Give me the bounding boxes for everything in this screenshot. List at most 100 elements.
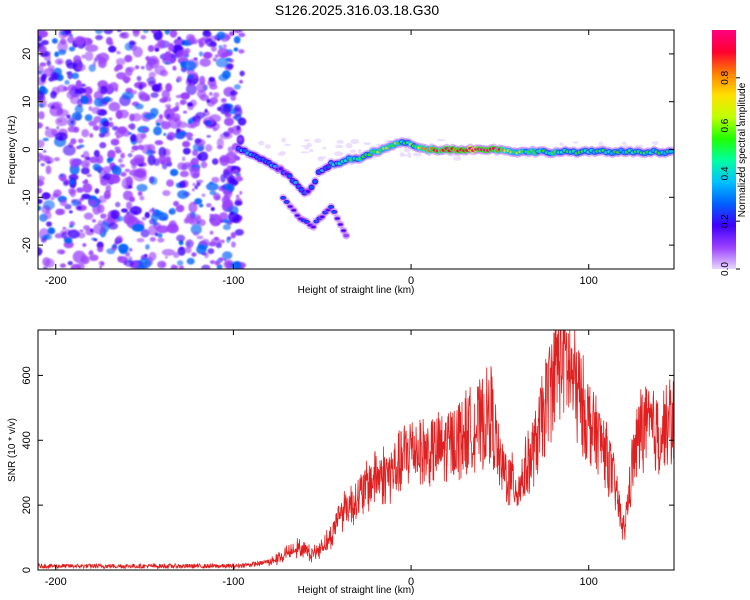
noise-blob: [201, 264, 211, 269]
noise-blob: [193, 231, 199, 236]
noise-blob: [231, 241, 236, 248]
noise-blob: [70, 138, 77, 145]
noise-blob: [192, 38, 198, 45]
noise-blob: [153, 126, 162, 136]
noise-blob: [148, 71, 156, 79]
noise-blob: [167, 42, 175, 52]
noise-blob: [102, 120, 110, 127]
noise-blob: [213, 92, 220, 99]
noise-blob: [134, 103, 144, 110]
secondary-ridge-core: [338, 223, 343, 226]
noise-blob: [91, 106, 101, 114]
main-ridge-core: [326, 165, 331, 169]
noise-blob: [210, 207, 215, 212]
noise-blob: [238, 32, 246, 38]
noise-blob: [194, 138, 202, 144]
noise-blob: [93, 149, 100, 158]
noise-blob: [192, 72, 198, 80]
noise-blob: [179, 99, 186, 106]
noise-blob: [176, 260, 184, 266]
noise-blob: [211, 158, 219, 165]
noise-blob: [204, 108, 208, 113]
noise-blob: [157, 237, 165, 243]
noise-blob: [196, 82, 207, 93]
secondary-ridge-core: [284, 200, 289, 203]
colorbar-label: Normalized spectral amplitude: [737, 82, 748, 217]
noise-blob: [235, 169, 239, 173]
noise-blob: [203, 52, 212, 59]
noise-blob: [96, 154, 104, 164]
noise-blob: [150, 92, 159, 99]
noise-blob: [66, 90, 76, 100]
noise-blob: [166, 179, 175, 187]
noise-blob: [67, 261, 73, 266]
noise-blob: [155, 225, 170, 234]
noise-blob: [230, 90, 238, 96]
noise-blob: [212, 127, 218, 132]
noise-blob: [124, 79, 129, 84]
noise-blob: [60, 30, 66, 35]
noise-blob: [57, 40, 68, 53]
noise-blob: [145, 244, 150, 250]
noise-blob: [138, 257, 152, 269]
noise-blob: [119, 163, 125, 168]
noise-blob: [182, 147, 191, 155]
noise-blob: [99, 265, 103, 269]
noise-blob: [71, 199, 80, 207]
noise-blob: [114, 129, 125, 138]
noise-blob: [191, 188, 195, 192]
noise-blob: [57, 60, 62, 64]
noise-blob: [55, 208, 64, 216]
noise-blob: [77, 98, 83, 108]
noise-blob: [136, 183, 148, 192]
main-ridge-core: [312, 180, 318, 184]
noise-blob: [76, 187, 84, 193]
noise-blob: [54, 51, 60, 58]
noise-blob: [127, 124, 133, 129]
noise-blob: [178, 130, 188, 136]
noise-blob: [133, 169, 145, 177]
noise-blob: [190, 157, 199, 166]
noise-blob: [175, 94, 182, 99]
noise-blob: [149, 237, 156, 242]
noise-blob: [170, 113, 181, 121]
noise-blob: [46, 59, 52, 66]
noise-blob: [160, 121, 171, 130]
noise-blob: [176, 76, 182, 83]
noise-blob: [186, 257, 195, 265]
noise-blob: [93, 238, 98, 242]
noise-blob: [223, 131, 230, 138]
noise-blob: [222, 44, 227, 49]
noise-blob: [572, 141, 579, 144]
noise-blob: [110, 138, 120, 146]
noise-blob: [177, 246, 186, 256]
noise-blob: [67, 35, 75, 44]
noise-blob: [237, 136, 243, 142]
noise-blob: [45, 165, 52, 175]
noise-blob: [46, 160, 51, 164]
noise-blob: [82, 243, 87, 247]
noise-blob: [50, 91, 57, 99]
noise-blob: [38, 247, 43, 256]
noise-blob: [120, 208, 128, 213]
noise-blob: [76, 63, 86, 72]
noise-blob: [38, 31, 43, 37]
noise-blob: [384, 139, 394, 143]
noise-blob: [175, 204, 185, 213]
noise-blob: [179, 170, 190, 178]
noise-blob: [38, 103, 44, 108]
noise-blob: [209, 260, 216, 265]
secondary-ridge-core: [335, 217, 340, 220]
noise-blob: [114, 148, 122, 154]
noise-blob: [151, 207, 155, 212]
noise-blob: [92, 61, 96, 67]
noise-blob: [62, 144, 76, 156]
noise-blob: [80, 167, 90, 175]
noise-blob: [38, 175, 46, 182]
noise-blob: [239, 70, 245, 77]
snr-xtick-label: 0: [408, 576, 414, 588]
snr-panel: -200 -100 0 100 0 200 400 600 Height of straigh…: [7, 329, 675, 596]
noise-blob: [158, 114, 164, 120]
